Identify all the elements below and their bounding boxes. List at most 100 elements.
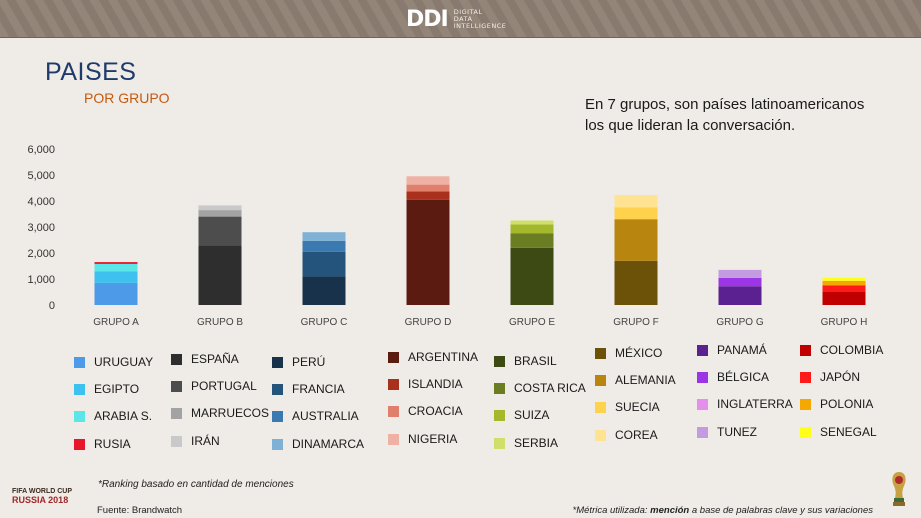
bar-segment (406, 199, 450, 305)
world-cup-badge: FIFA WORLD CUP RUSSIA 2018 (12, 487, 72, 505)
legend-item: COLOMBIA (800, 343, 883, 357)
logo-text: DIGITAL DATA INTELLIGENCE (453, 7, 507, 30)
legend-item: DINAMARCA (272, 437, 364, 451)
bar-segment (302, 276, 346, 305)
legend-label: FRANCIA (292, 382, 345, 396)
legend-swatch (800, 371, 811, 383)
legend-item: EGIPTO (74, 382, 139, 396)
y-tick-label: 6,000 (27, 144, 55, 156)
legend-label: PERÚ (292, 355, 326, 369)
bar-segment (510, 224, 554, 234)
legend-swatch (697, 398, 708, 410)
top-banner: DDI DIGITAL DATA INTELLIGENCE (0, 0, 921, 38)
bar-segment (198, 245, 242, 305)
legend-label: POLONIA (820, 397, 874, 411)
legend-label: COLOMBIA (820, 343, 884, 357)
legend-swatch (272, 356, 283, 368)
y-tick-label: 3,000 (27, 222, 55, 234)
legend-swatch (595, 429, 606, 441)
legend-swatch (595, 374, 606, 386)
legend-label: NIGERIA (408, 432, 458, 446)
legend-label: COREA (615, 428, 658, 442)
legend-item: SUIZA (494, 408, 549, 422)
x-category-label: GRUPO G (716, 317, 763, 328)
legend-swatch (74, 383, 85, 395)
legend-swatch (494, 382, 505, 394)
legend-swatch (272, 438, 283, 450)
legend-item: IRÁN (171, 434, 220, 448)
x-category-label: GRUPO F (613, 317, 659, 328)
bar-segment (510, 247, 554, 305)
legend-item: ARABIA S. (74, 409, 152, 423)
legend-swatch (171, 407, 182, 419)
legend-label: PANAMÁ (717, 343, 767, 357)
legend-item: FRANCIA (272, 382, 345, 396)
bar-segment (614, 195, 658, 208)
bar-segment (406, 191, 450, 200)
bar-segment (822, 277, 866, 281)
y-tick-label: 4,000 (27, 196, 55, 208)
legend-label: SENEGAL (820, 425, 877, 439)
legend-label: SUECIA (615, 400, 660, 414)
x-category-label: GRUPO H (821, 317, 868, 328)
legend-label: BRASIL (514, 354, 557, 368)
bar-segment (302, 251, 346, 277)
legend-label: IRÁN (191, 434, 220, 448)
bar-segment (94, 271, 138, 283)
bar-segment (614, 219, 658, 261)
badge-line-2: RUSSIA 2018 (12, 495, 69, 505)
x-category-label: GRUPO C (301, 317, 348, 328)
legend-label: DINAMARCA (292, 437, 365, 451)
headline: En 7 grupos, son países latinoamericanos… (585, 94, 905, 136)
metric-prefix: *Métrica utilizada: (572, 505, 651, 516)
legend-swatch (171, 435, 182, 447)
y-tick-label: 2,000 (27, 248, 55, 260)
legend-item: ALEMANIA (595, 373, 676, 387)
stacked-bar-chart: 0 1,000 2,000 3,000 4,000 5,000 6,000 GRUPO A GR… (27, 144, 868, 328)
legend-label: SUIZA (514, 408, 550, 422)
legend-swatch (171, 380, 182, 392)
legend-item: INGLATERRA (697, 397, 793, 411)
legend-swatch (800, 398, 811, 410)
legend-swatch (697, 371, 708, 383)
legend-item: CROACIA (388, 404, 463, 418)
legend-swatch (272, 410, 283, 422)
legend-swatch (171, 353, 182, 365)
legend-label: AUSTRALIA (292, 409, 359, 423)
bar-segment (614, 260, 658, 305)
legend-swatch (388, 378, 399, 390)
headline-line-1: En 7 grupos, son países latinoamericanos (585, 96, 865, 113)
banner-pattern (0, 0, 921, 37)
bar-segment (198, 210, 242, 217)
legend-item: COREA (595, 428, 658, 442)
legend-item: JAPÓN (800, 370, 860, 384)
bar-segment (822, 280, 866, 286)
legend-item: AUSTRALIA (272, 409, 359, 423)
bar-segment (510, 220, 554, 225)
legend-item: BÉLGICA (697, 370, 769, 384)
x-category-label: GRUPO D (405, 317, 452, 328)
legend-label: EGIPTO (94, 382, 140, 396)
metric-bold: mención (650, 505, 690, 516)
bar-segment (198, 205, 242, 211)
legend-swatch (494, 355, 505, 367)
legend-swatch (388, 433, 399, 445)
source-text: Fuente: Brandwatch (97, 505, 183, 516)
legend-swatch (388, 405, 399, 417)
legend-label: COSTA RICA (514, 381, 586, 395)
legend-item: SENEGAL (800, 425, 877, 439)
bar-segment (302, 232, 346, 241)
bar-segment (822, 285, 866, 292)
metric-note: *Métrica utilizada: mención a base de pa… (573, 505, 873, 516)
logo-line-1: DIGITAL (453, 7, 483, 16)
legend-item: POLONIA (800, 397, 873, 411)
ddi-logo: DDI DIGITAL DATA INTELLIGENCE (406, 6, 506, 32)
bar-segment (406, 176, 450, 185)
x-category-label: GRUPO B (197, 317, 243, 328)
bar-segment (718, 286, 762, 305)
legend-label: ARGENTINA (408, 350, 479, 364)
legend-label: TUNEZ (717, 425, 757, 439)
legend-label: MARRUECOS (191, 406, 270, 420)
legend-swatch (272, 383, 283, 395)
legend-swatch (388, 351, 399, 363)
